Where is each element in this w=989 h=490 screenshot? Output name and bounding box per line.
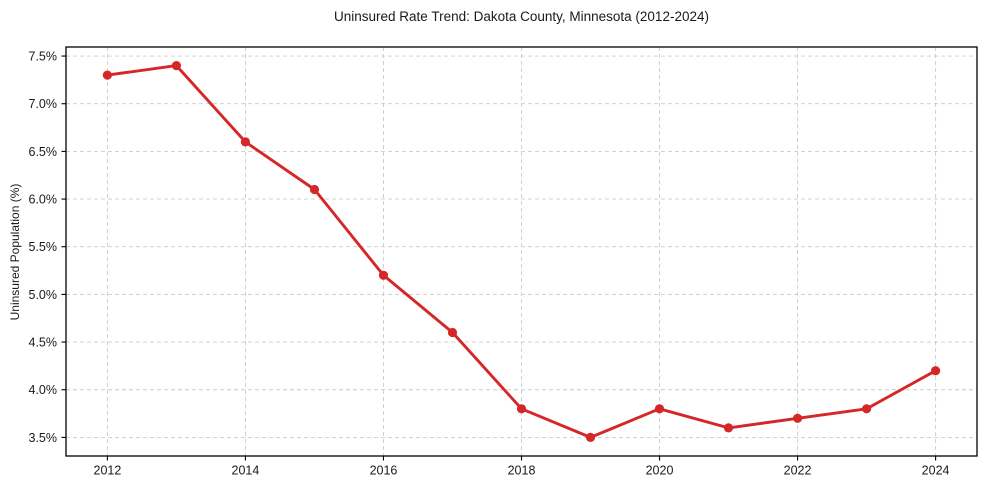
data-point-marker <box>931 366 941 376</box>
series-layer <box>102 61 941 442</box>
x-tick-label: 2022 <box>784 464 812 478</box>
y-tick-label: 7.0% <box>29 97 58 111</box>
x-tick-label: 2020 <box>646 464 674 478</box>
data-point-marker <box>447 327 458 338</box>
y-tick-label: 6.5% <box>29 145 58 159</box>
chart-title: Uninsured Rate Trend: Dakota County, Min… <box>334 9 709 24</box>
data-point-marker <box>723 423 734 433</box>
axes-layer: 3.5% 4.0% 4.5% 5.0% 5.5% 6.0% 6.5% 7.0% 7.5% 2012… <box>29 46 978 478</box>
data-point-marker <box>378 270 389 280</box>
data-point-marker <box>102 70 112 80</box>
y-tick-label: 7.5% <box>29 49 58 63</box>
data-point-marker <box>654 404 665 414</box>
data-point-marker <box>585 432 596 442</box>
y-axis-label: Uninsured Population (%) <box>8 184 22 321</box>
data-point-marker <box>516 404 527 414</box>
y-tick-label: 4.5% <box>29 335 58 349</box>
x-tick-label: 2024 <box>922 464 950 478</box>
data-point-marker <box>240 137 250 147</box>
x-tick-label: 2012 <box>94 464 122 478</box>
y-tick-label: 5.5% <box>29 240 58 254</box>
data-point-marker <box>309 184 320 195</box>
y-tick-label: 5.0% <box>29 288 58 302</box>
x-tick-label: 2016 <box>370 464 398 478</box>
x-tick-label: 2014 <box>232 464 260 478</box>
data-point-marker <box>171 61 181 71</box>
grid-layer <box>66 47 977 456</box>
data-point-marker <box>862 404 872 414</box>
data-point-marker <box>793 413 803 423</box>
y-tick-label: 6.0% <box>29 192 58 206</box>
x-tick-label: 2018 <box>508 464 536 478</box>
y-tick-label: 4.0% <box>29 383 58 397</box>
y-tick-label: 3.5% <box>29 431 58 445</box>
